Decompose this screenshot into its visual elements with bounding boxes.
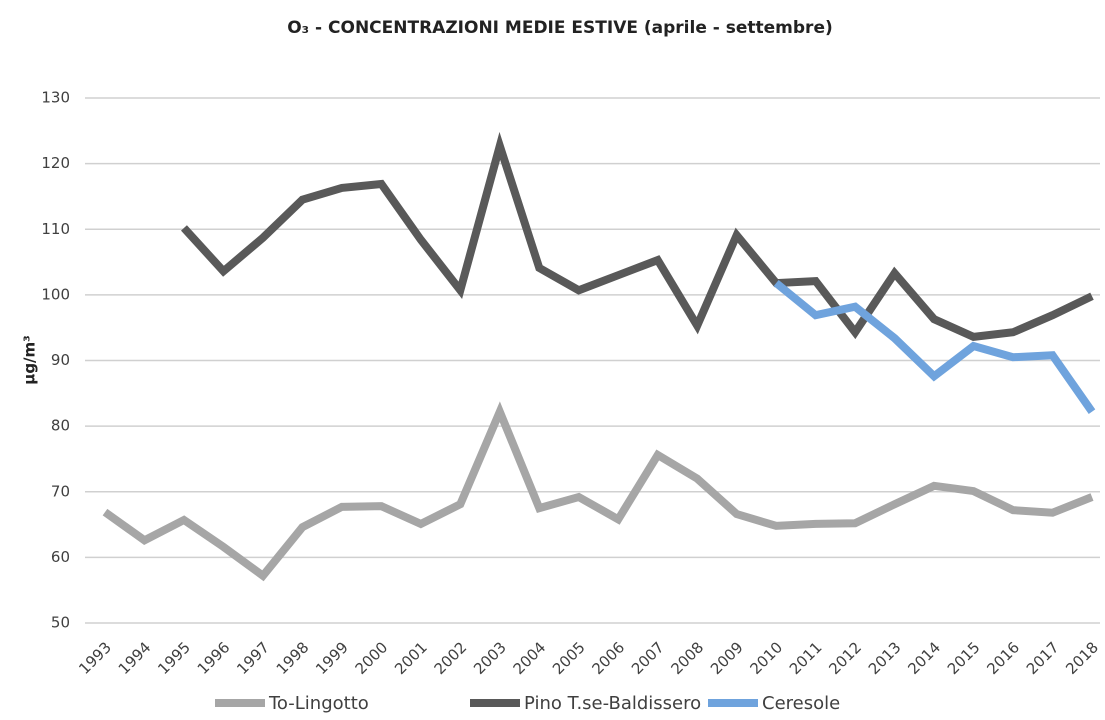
x-tick-label: 1993 — [75, 638, 115, 678]
y-tick-label: 50 — [51, 614, 70, 632]
x-tick-label: 2004 — [510, 638, 550, 678]
x-tick-label: 2017 — [1023, 638, 1063, 678]
x-tick-label: 1995 — [154, 638, 194, 678]
x-tick-label: 2015 — [944, 638, 984, 678]
y-tick-label: 70 — [51, 482, 70, 500]
x-tick-label: 2000 — [352, 638, 392, 678]
chart-title: O₃ - CONCENTRAZIONI MEDIE ESTIVE (aprile… — [287, 18, 833, 38]
x-tick-label: 2002 — [431, 638, 471, 678]
x-tick-label: 1994 — [115, 638, 155, 678]
x-tick-label: 1996 — [194, 638, 234, 678]
y-axis-label: µg/m³ — [21, 335, 39, 384]
y-tick-label: 120 — [41, 154, 70, 172]
legend-label: Ceresole — [762, 693, 840, 714]
x-tick-label: 1997 — [233, 638, 273, 678]
x-tick-label: 2010 — [746, 638, 786, 678]
y-tick-label: 60 — [51, 548, 70, 566]
x-tick-label: 1998 — [273, 638, 313, 678]
legend-label: Pino T.se-Baldissero — [524, 693, 701, 714]
x-tick-label: 2001 — [391, 638, 431, 678]
x-tick-label: 2009 — [707, 638, 747, 678]
y-tick-label: 110 — [41, 220, 70, 238]
x-tick-label: 2008 — [667, 638, 707, 678]
x-tick-label: 2014 — [904, 638, 944, 678]
x-tick-label: 2016 — [983, 638, 1023, 678]
y-tick-label: 130 — [41, 89, 70, 107]
y-tick-label: 80 — [51, 417, 70, 435]
x-tick-label: 2018 — [1062, 638, 1102, 678]
x-tick-label: 1999 — [312, 638, 352, 678]
x-tick-label: 2007 — [628, 638, 668, 678]
x-tick-label: 2011 — [786, 638, 826, 678]
y-tick-label: 90 — [51, 351, 70, 369]
legend-label: To-Lingotto — [268, 693, 369, 714]
x-tick-label: 2013 — [865, 638, 905, 678]
x-tick-label: 2005 — [549, 638, 589, 678]
y-tick-label: 100 — [41, 285, 70, 303]
series-line — [102, 401, 1094, 582]
x-tick-label: 2012 — [825, 638, 865, 678]
x-tick-label: 2006 — [589, 638, 629, 678]
x-tick-label: 2003 — [470, 638, 510, 678]
series-line — [773, 279, 1096, 414]
series-line — [181, 131, 1094, 341]
